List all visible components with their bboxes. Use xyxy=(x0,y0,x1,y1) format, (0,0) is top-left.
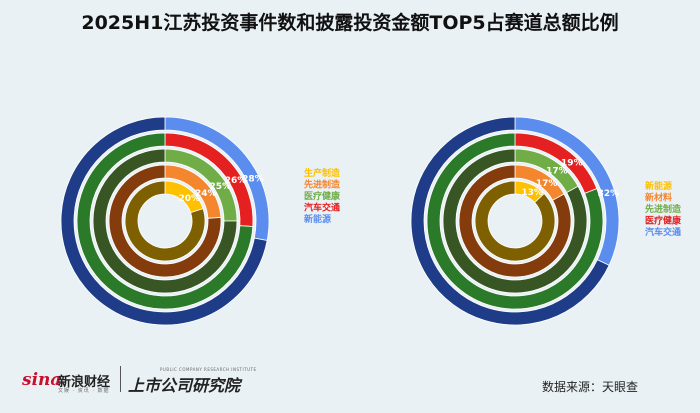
slice-data-label-2: 17% xyxy=(536,179,558,189)
ring-rest-4 xyxy=(426,132,604,310)
ring-rest-2 xyxy=(108,164,222,278)
sina-finance-logo: sina 新浪财经 文娱 · 资讯 · 数据 xyxy=(22,366,118,396)
institute-english-name: PUBLIC COMPANY RESEARCH INSTITUTE xyxy=(160,367,257,372)
slice-data-label-3: 17% xyxy=(546,167,568,177)
footer-divider xyxy=(120,366,121,392)
sina-finance-name: 新浪财经 xyxy=(58,375,111,390)
ring-rest-3 xyxy=(92,148,238,294)
sina-logo-text: sina xyxy=(22,370,62,390)
legend-item-5: 新能源 xyxy=(304,213,331,225)
slice-data-label-5: 28% xyxy=(242,175,264,185)
legend-item-3: 医疗健康 xyxy=(304,190,341,202)
legend-item-3: 先进制造 xyxy=(645,203,682,215)
slice-data-label-1: 13% xyxy=(521,188,543,198)
slice-data-label-1: 20% xyxy=(179,194,201,204)
ring-rest-1 xyxy=(124,180,206,262)
ring-rest-3 xyxy=(442,148,588,294)
institute-logo: 上市公司研究院 xyxy=(128,376,241,395)
ring-rest-2 xyxy=(458,164,572,278)
slice-data-label-3: 25% xyxy=(210,182,232,192)
legend-item-1: 生产制造 xyxy=(304,167,341,179)
ring-rest-5 xyxy=(410,116,610,326)
legend-item-4: 汽车交通 xyxy=(304,202,340,214)
legend-item-5: 汽车交通 xyxy=(645,226,681,238)
ring-rest-4 xyxy=(76,132,254,310)
data-source: 数据来源：天眼查 xyxy=(542,380,639,394)
slice-data-label-2: 24% xyxy=(195,189,217,199)
chart-title: 2025H1江苏投资事件数和披露投资金额TOP5占赛道总额比例 xyxy=(81,12,619,34)
ring-rest-1 xyxy=(474,180,556,262)
ring-rest-5 xyxy=(60,116,268,326)
legend-item-1: 新能源 xyxy=(645,180,672,192)
sina-finance-subtitle: 文娱 · 资讯 · 数据 xyxy=(58,388,110,394)
legend-item-2: 先进制造 xyxy=(304,179,341,191)
slice-data-label-4: 19% xyxy=(561,159,583,169)
slice-data-label-4: 26% xyxy=(225,176,247,186)
legend-item-2: 新材料 xyxy=(645,192,672,204)
legend-item-4: 医疗健康 xyxy=(645,215,682,227)
slice-data-label-5: 32% xyxy=(598,189,620,199)
